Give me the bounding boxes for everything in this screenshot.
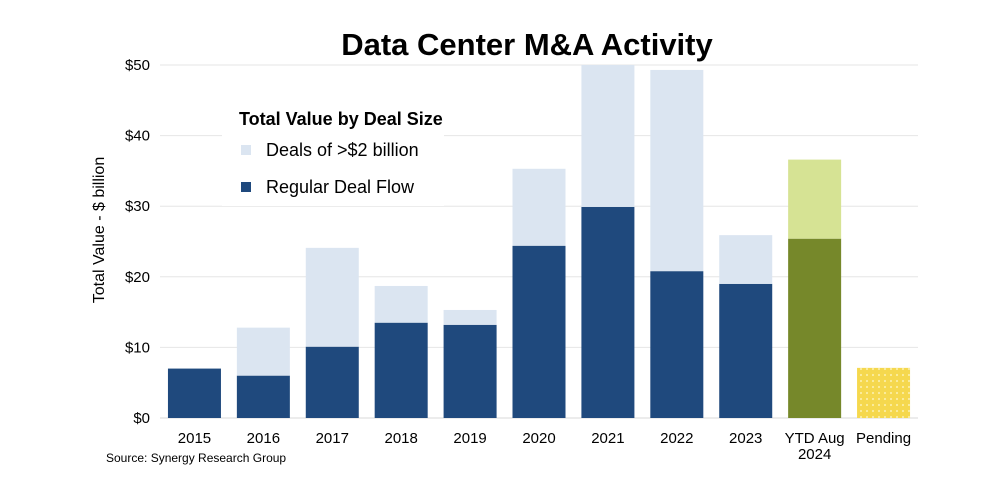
- bar-large-deals: [788, 159, 842, 239]
- legend-background: [222, 103, 444, 206]
- bar-regular-deal-flow: [236, 375, 290, 418]
- y-tick-label: $30: [125, 198, 150, 215]
- y-tick-label: $10: [125, 339, 150, 356]
- legend-label-large-deals: Deals of >$2 billion: [266, 140, 419, 160]
- bar-regular-deal-flow: [512, 245, 566, 418]
- bar-regular-deal-flow: [581, 206, 635, 418]
- y-tick-label: $0: [133, 410, 150, 427]
- legend: Total Value by Deal Size Deals of >$2 bi…: [222, 103, 444, 206]
- bar-large-deals: [512, 168, 566, 246]
- x-tick-label: 2023: [729, 430, 762, 447]
- y-tick-label: $40: [125, 128, 150, 145]
- x-tick-label: 2018: [384, 430, 417, 447]
- bar-regular-deal-flow: [788, 238, 842, 418]
- bar-large-deals: [581, 65, 635, 207]
- legend-swatch-regular-deals: [241, 182, 251, 192]
- bar-regular-deal-flow: [650, 271, 704, 418]
- chart-title: Data Center M&A Activity: [341, 27, 713, 62]
- x-tick-label: 2017: [316, 430, 349, 447]
- x-tick-label: 2016: [247, 430, 280, 447]
- x-tick-label: 2020: [522, 430, 555, 447]
- legend-label-regular-deals: Regular Deal Flow: [266, 177, 415, 197]
- bar-large-deals: [236, 327, 290, 376]
- x-tick-label: 2021: [591, 430, 624, 447]
- x-tick-label: 2015: [178, 430, 211, 447]
- x-tick-label: 2022: [660, 430, 693, 447]
- bar-large-deals: [719, 235, 773, 284]
- y-tick-label: $50: [125, 57, 150, 74]
- x-axis: 2015 2016 2017 2018 2019 2020 2021 2022 2023 YTD …: [178, 430, 911, 463]
- source-note: Source: Synergy Research Group: [106, 451, 286, 465]
- bar-regular-deal-flow: [443, 324, 497, 418]
- bar-regular-deal-flow: [167, 368, 221, 418]
- bar-regular-deal-flow: [857, 367, 911, 418]
- bar-regular-deal-flow: [305, 346, 359, 418]
- y-axis: $0 $10 $20 $30 $40 $50: [125, 57, 150, 427]
- bar-large-deals: [305, 247, 359, 347]
- bars: [167, 65, 911, 418]
- bar-regular-deal-flow: [719, 283, 773, 418]
- legend-swatch-large-deals: [241, 145, 251, 155]
- bar-large-deals: [650, 69, 704, 272]
- bar-regular-deal-flow: [374, 322, 428, 418]
- x-tick-label: YTD Aug 2024: [785, 430, 845, 463]
- y-axis-label: Total Value - $ billion: [91, 157, 108, 303]
- bar-large-deals: [374, 285, 428, 323]
- bar-large-deals: [443, 309, 497, 325]
- x-tick-label: 2019: [453, 430, 486, 447]
- x-tick-label: Pending: [856, 430, 911, 447]
- y-tick-label: $20: [125, 269, 150, 286]
- legend-title: Total Value by Deal Size: [239, 109, 443, 129]
